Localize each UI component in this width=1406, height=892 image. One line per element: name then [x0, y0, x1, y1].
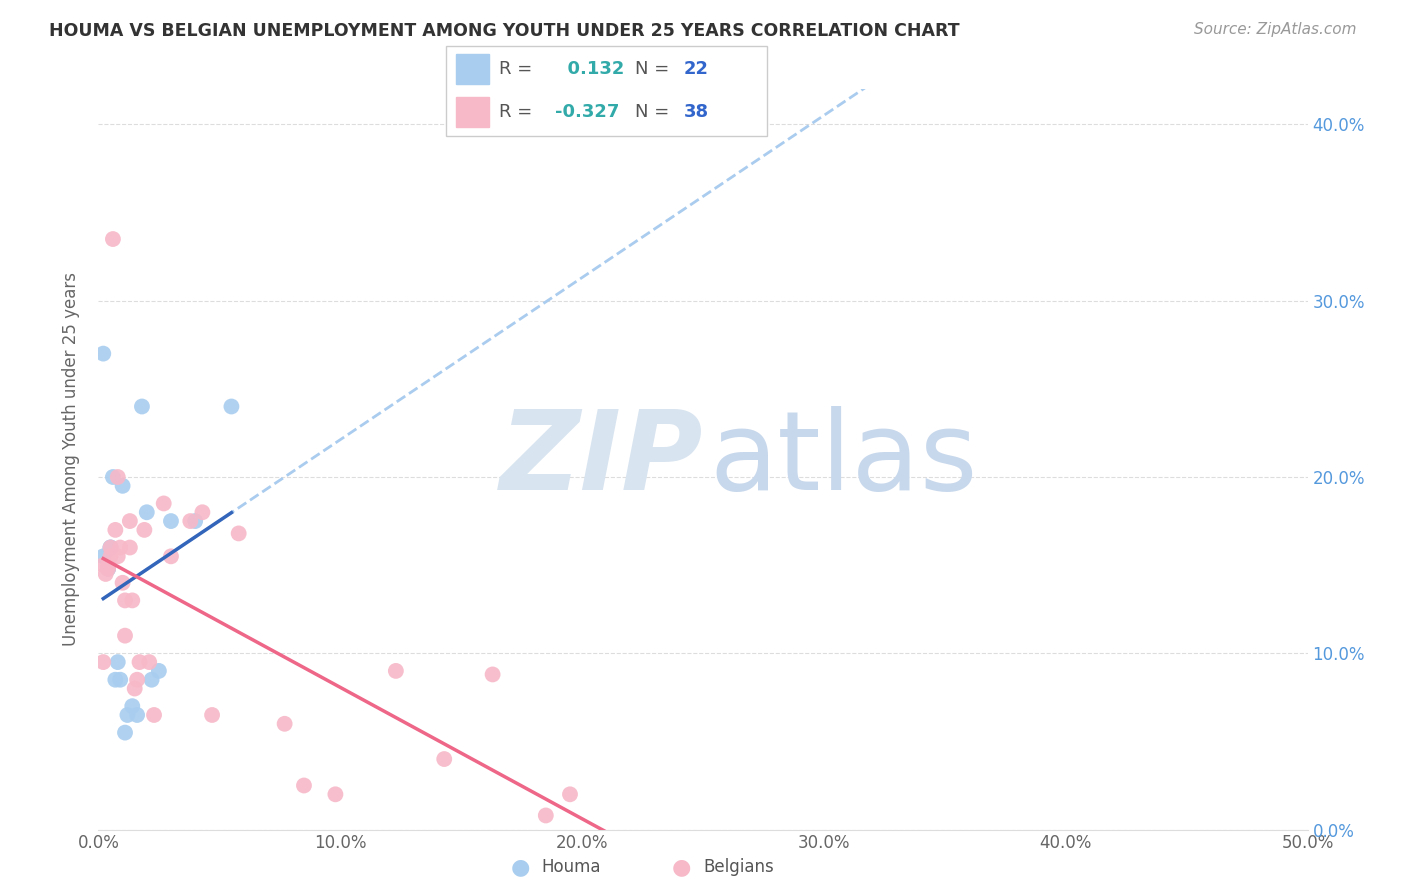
Point	[385, 664, 408, 678]
Point	[135, 505, 157, 519]
Point	[91, 346, 114, 360]
Point	[111, 479, 134, 493]
Point	[124, 681, 146, 696]
Text: 38: 38	[685, 103, 709, 121]
Point	[191, 505, 214, 519]
Text: Houma: Houma	[541, 858, 600, 876]
Point	[97, 562, 120, 576]
Point	[118, 514, 141, 528]
Point	[141, 673, 163, 687]
Y-axis label: Unemployment Among Youth under 25 years: Unemployment Among Youth under 25 years	[62, 272, 80, 647]
Point	[101, 470, 124, 484]
Point	[184, 514, 207, 528]
Point	[114, 593, 136, 607]
Point	[121, 593, 143, 607]
Bar	[456, 97, 489, 127]
Point	[160, 549, 183, 564]
Point	[108, 673, 131, 687]
Text: atlas: atlas	[709, 406, 977, 513]
Point	[97, 562, 120, 576]
Text: R =: R =	[499, 60, 533, 78]
Text: ●: ●	[672, 857, 692, 877]
Point	[143, 708, 166, 723]
Point	[134, 523, 156, 537]
Point	[481, 667, 503, 681]
Text: ●: ●	[510, 857, 530, 877]
Point	[117, 708, 139, 723]
Point	[100, 541, 122, 555]
Point	[179, 514, 201, 528]
Point	[148, 664, 170, 678]
Point	[292, 779, 315, 793]
Point	[100, 549, 122, 564]
Point	[107, 655, 129, 669]
Point	[228, 526, 250, 541]
Point	[111, 575, 134, 590]
Text: N =: N =	[634, 60, 669, 78]
FancyBboxPatch shape	[446, 46, 766, 136]
Point	[100, 541, 122, 555]
Point	[160, 514, 183, 528]
Point	[273, 716, 295, 731]
Point	[104, 673, 127, 687]
Point	[127, 708, 149, 723]
Point	[131, 400, 153, 414]
Point	[91, 655, 114, 669]
Text: 0.132: 0.132	[555, 60, 624, 78]
Point	[128, 655, 150, 669]
Point	[118, 541, 141, 555]
Point	[558, 787, 581, 801]
Point	[433, 752, 456, 766]
Point	[325, 787, 347, 801]
Point	[138, 655, 160, 669]
Point	[104, 523, 127, 537]
Point	[108, 541, 131, 555]
Point	[91, 549, 114, 564]
Point	[97, 562, 120, 576]
Point	[152, 496, 174, 510]
Point	[221, 400, 243, 414]
Text: Source: ZipAtlas.com: Source: ZipAtlas.com	[1194, 22, 1357, 37]
Text: ZIP: ZIP	[499, 406, 703, 513]
Text: -0.327: -0.327	[555, 103, 620, 121]
Point	[100, 541, 122, 555]
Point	[101, 232, 124, 246]
Text: HOUMA VS BELGIAN UNEMPLOYMENT AMONG YOUTH UNDER 25 YEARS CORRELATION CHART: HOUMA VS BELGIAN UNEMPLOYMENT AMONG YOUT…	[49, 22, 960, 40]
Point	[114, 629, 136, 643]
Text: Belgians: Belgians	[703, 858, 773, 876]
Point	[97, 558, 120, 573]
Point	[107, 549, 129, 564]
Point	[91, 558, 114, 573]
Text: 22: 22	[685, 60, 709, 78]
Point	[121, 699, 143, 714]
Text: R =: R =	[499, 103, 533, 121]
Point	[94, 566, 117, 581]
Point	[114, 725, 136, 739]
Point	[201, 708, 224, 723]
Point	[534, 808, 557, 822]
Point	[107, 470, 129, 484]
Point	[127, 673, 149, 687]
Text: N =: N =	[634, 103, 669, 121]
Bar	[456, 54, 489, 84]
